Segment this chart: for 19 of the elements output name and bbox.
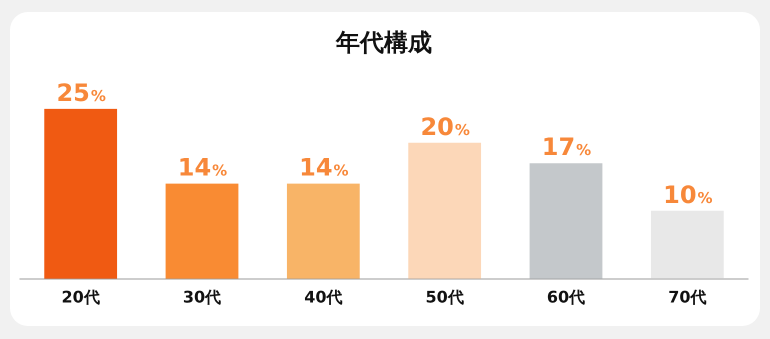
bar xyxy=(530,163,602,279)
data-label: 14% xyxy=(299,154,349,182)
bar xyxy=(650,210,724,279)
chart-title: 年代構成 xyxy=(335,28,432,57)
x-tick-label: 70代 xyxy=(668,288,706,307)
data-label: 20% xyxy=(420,112,470,141)
data-label: 25% xyxy=(56,78,106,107)
x-tick-label: 30代 xyxy=(182,288,222,307)
bar xyxy=(166,184,238,279)
data-label: 17% xyxy=(542,133,592,162)
x-tick-label: 20代 xyxy=(62,288,100,307)
x-tick-label: 40代 xyxy=(304,288,342,307)
data-label: 14% xyxy=(178,154,228,182)
bar xyxy=(44,108,118,279)
bar xyxy=(408,142,482,279)
data-label: 10% xyxy=(663,180,713,209)
x-tick-label: 50代 xyxy=(426,288,464,307)
bar xyxy=(286,184,360,279)
x-tick-label: 60代 xyxy=(546,288,586,307)
